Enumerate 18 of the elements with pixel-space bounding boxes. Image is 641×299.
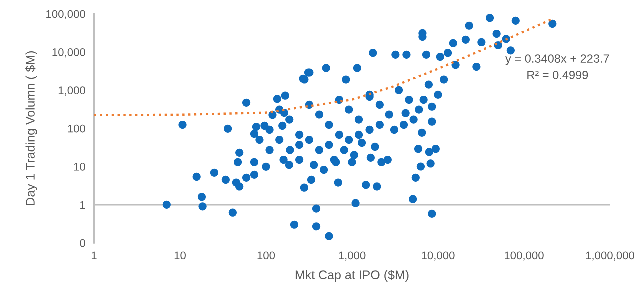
x-tick-label: 1,000 [339, 252, 366, 261]
y-tick-label: 0 [80, 239, 86, 248]
x-tick-label: 100 [258, 252, 276, 260]
x-tick-label: 10,000 [422, 252, 455, 261]
y-tick-label: 1 [80, 201, 86, 209]
y-axis-title: Day 1 Trading Volumn ( $M) [26, 52, 38, 206]
annotation: y = 0.3408x + 223.7 [506, 54, 610, 66]
x-tick-label: 1 [92, 252, 97, 260]
x-tick-label: 10 [174, 252, 186, 260]
x-tick-label: 100,000 [505, 252, 544, 261]
y-tick-label: 1,000 [58, 86, 86, 96]
y-tick-label: 10,000 [52, 48, 86, 58]
x-tick-label: 1,000,000 [586, 252, 635, 261]
y-tick-label: 100,000 [46, 10, 86, 20]
annotation: R² = 0.4999 [528, 71, 588, 80]
y-tick-label: 100 [68, 124, 86, 133]
x-axis-title: Mkt Cap at IPO ($M) [296, 270, 409, 282]
y-tick-label: 10 [74, 163, 86, 171]
